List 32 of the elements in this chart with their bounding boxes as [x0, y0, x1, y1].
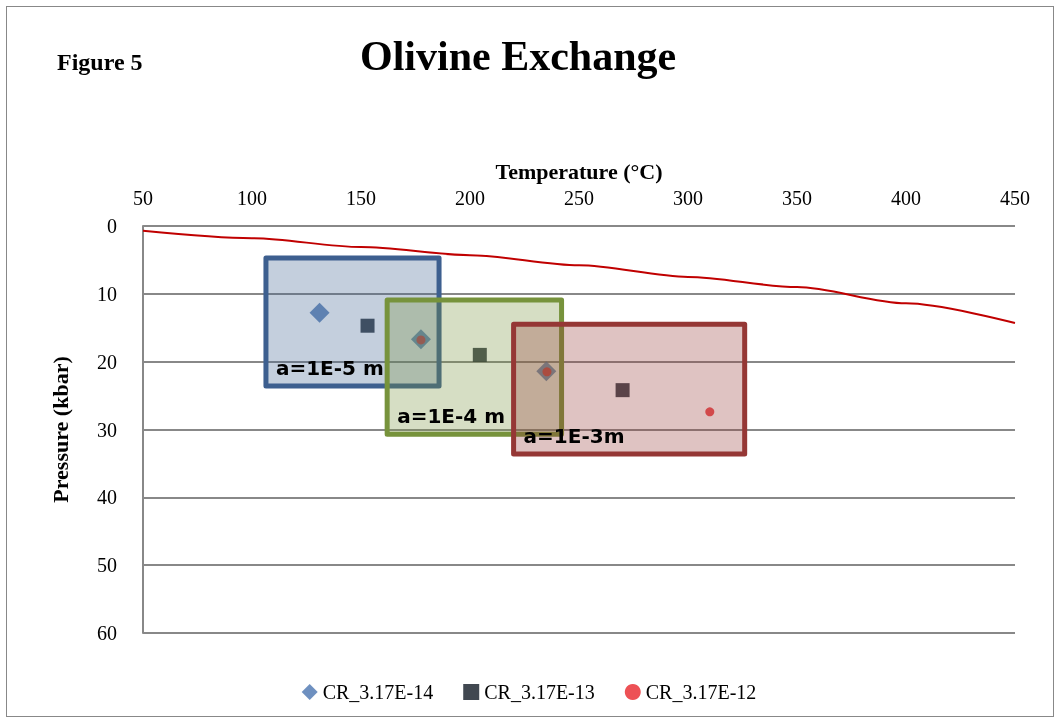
x-tick-label: 50	[133, 187, 153, 209]
x-tick-label: 400	[891, 187, 921, 209]
point	[615, 383, 630, 398]
chart-title: Olivine Exchange	[360, 33, 677, 79]
x-axis-title: Temperature (°C)	[495, 158, 663, 184]
y-tick-label: 60	[97, 622, 117, 644]
legend-label: CR_3.17E-12	[645, 681, 757, 703]
legend-label: CR_3.17E-14	[322, 681, 434, 703]
legend-label: CR_3.17E-13	[484, 681, 595, 703]
y-tick-label: 50	[97, 554, 117, 577]
x-tick-label: 200	[455, 187, 485, 209]
point	[472, 347, 487, 362]
y-tick-label: 0	[107, 215, 117, 237]
y-tick-label: 40	[97, 486, 117, 509]
series-label: a=1E-4 m	[397, 404, 506, 429]
point	[705, 407, 715, 417]
x-tick-label: 100	[237, 187, 267, 209]
chart-subtitle: Figure 5	[57, 49, 143, 75]
series-label: a=1E-3m	[523, 423, 625, 448]
series-label: a=1E-5 m	[275, 356, 384, 381]
x-tick-label: 250	[564, 187, 594, 209]
x-tick-label: 150	[346, 187, 376, 209]
point	[309, 302, 330, 323]
line-series	[142, 229, 1016, 324]
x-tick-label: 350	[782, 187, 812, 209]
x-tick-label: 300	[673, 187, 703, 209]
y-axis-title: Pressure (kbar)	[47, 356, 73, 503]
y-tick-label: 10	[97, 282, 117, 305]
point	[360, 318, 375, 333]
y-tick-label: 30	[97, 418, 117, 441]
x-tick-label: 450	[1000, 187, 1030, 209]
y-tick-label: 20	[97, 350, 117, 373]
